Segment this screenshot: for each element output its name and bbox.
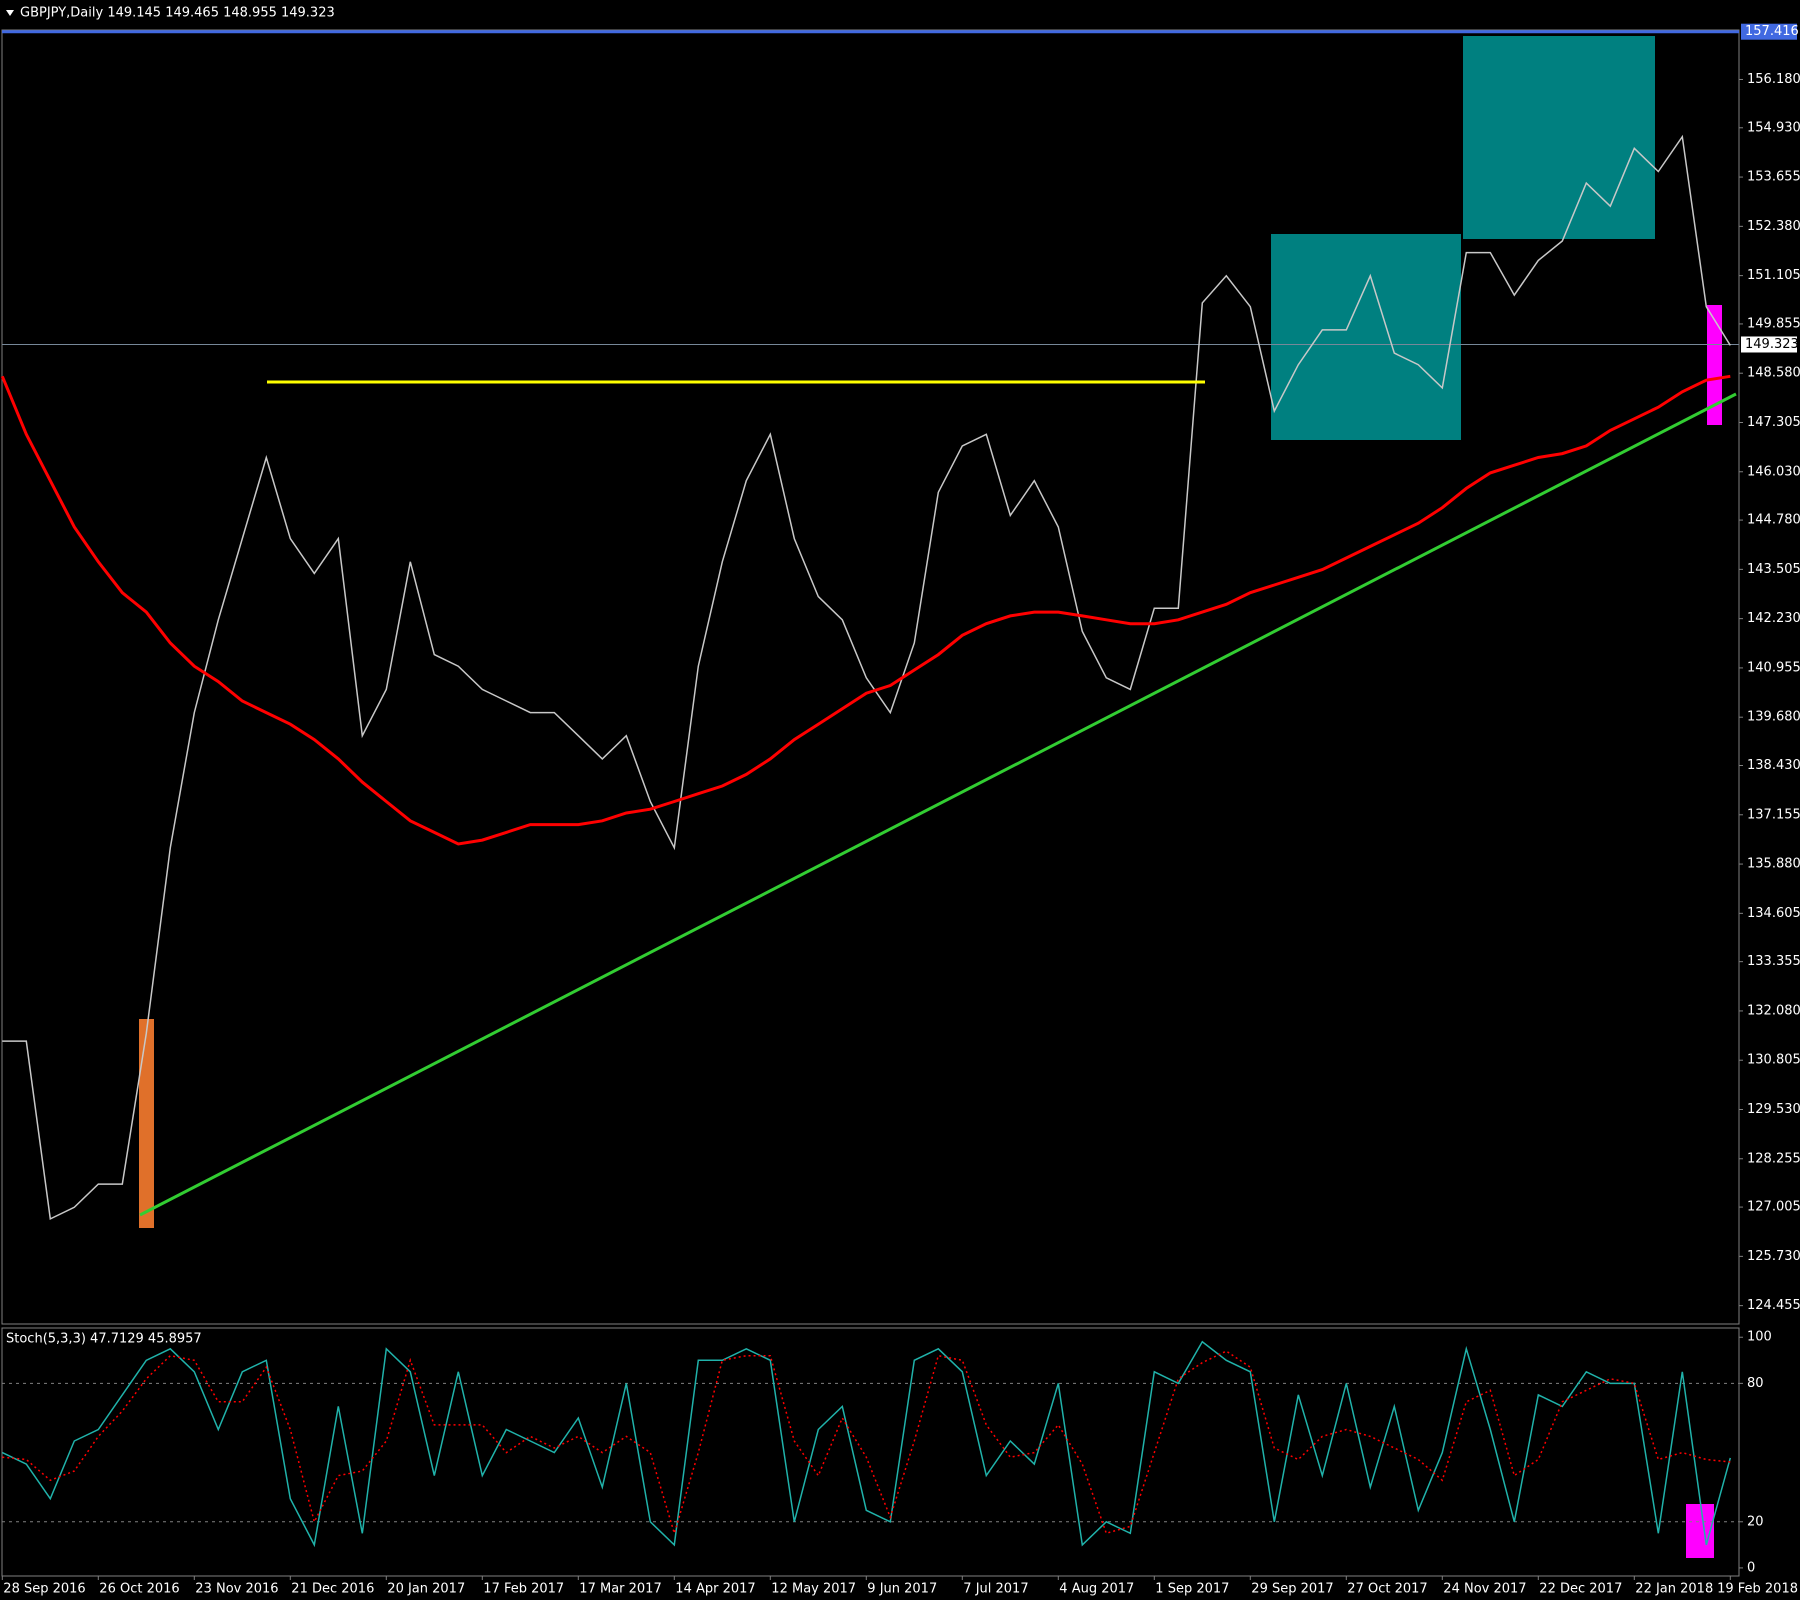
y-tick-label: 0 — [1747, 1560, 1755, 1575]
y-tick-label: 139.680 — [1747, 710, 1800, 725]
y-tick-label: 100 — [1747, 1330, 1772, 1345]
y-tick-label: 149.855 — [1747, 316, 1800, 331]
y-tick-label: 153.655 — [1747, 170, 1800, 185]
y-tick-label: 128.255 — [1747, 1151, 1800, 1166]
y-tick-label: 148.580 — [1747, 366, 1800, 381]
marker-box — [1707, 305, 1722, 425]
trend-line — [139, 392, 1737, 1217]
x-tick-label: 21 Dec 2016 — [291, 1582, 374, 1597]
price-line-series — [2, 134, 1731, 1221]
y-tick-label: 130.805 — [1747, 1053, 1800, 1068]
range-box — [1271, 234, 1461, 440]
price-label-box — [1741, 23, 1797, 40]
moving-average — [0, 374, 1731, 846]
x-tick-label: 29 Sep 2017 — [1251, 1582, 1333, 1597]
y-tick-label: 134.605 — [1747, 906, 1800, 921]
price-panel-frame — [1, 29, 1740, 1325]
y-tick-label: 127.005 — [1747, 1200, 1800, 1215]
plot-area — [0, 30, 1739, 1548]
price-label-box — [1741, 336, 1797, 353]
x-tick-label: 22 Dec 2017 — [1539, 1582, 1622, 1597]
y-tick-label: 140.955 — [1747, 660, 1800, 675]
y-tick-label: 133.355 — [1747, 954, 1800, 969]
y-tick-label: 138.430 — [1747, 758, 1800, 773]
stoch-panel-frame — [1, 1327, 1740, 1577]
chart-title: GBPJPY,Daily 149.145 149.465 148.955 149… — [20, 6, 335, 21]
y-tick-label: 143.505 — [1747, 562, 1800, 577]
y-tick-label: 20 — [1747, 1514, 1764, 1529]
x-tick-label: 7 Jul 2017 — [963, 1582, 1028, 1597]
y-tick-label: 151.105 — [1747, 268, 1800, 283]
y-tick-label: 144.780 — [1747, 513, 1800, 528]
x-tick-label: 24 Nov 2017 — [1443, 1582, 1526, 1597]
indicator-title: Stoch(5,3,3) 47.7129 45.8957 — [6, 1332, 202, 1347]
stoch-signal — [2, 1350, 1731, 1536]
price-label: 149.323 — [1745, 337, 1799, 352]
y-tick-label: 124.455 — [1747, 1298, 1800, 1313]
x-tick-label: 9 Jun 2017 — [867, 1582, 937, 1597]
y-tick-label: 154.930 — [1747, 120, 1800, 135]
menu-arrow[interactable] — [6, 10, 14, 16]
x-tick-label: 22 Jan 2018 — [1635, 1582, 1713, 1597]
x-tick-label: 14 Apr 2017 — [675, 1582, 755, 1597]
y-tick-label: 146.030 — [1747, 464, 1800, 479]
x-tick-label: 4 Aug 2017 — [1059, 1582, 1134, 1597]
y-tick-label: 80 — [1747, 1376, 1764, 1391]
y-tick-label: 129.530 — [1747, 1102, 1800, 1117]
y-tick-label: 152.380 — [1747, 219, 1800, 234]
y-tick-label: 132.080 — [1747, 1003, 1800, 1018]
x-tick-label: 28 Sep 2016 — [3, 1582, 85, 1597]
y-tick-label: 142.230 — [1747, 611, 1800, 626]
y-tick-label: 147.305 — [1747, 415, 1800, 430]
range-box — [1463, 36, 1655, 239]
y-tick-label: 135.880 — [1747, 857, 1800, 872]
x-tick-label: 17 Mar 2017 — [579, 1582, 661, 1597]
y-tick-label: 137.155 — [1747, 807, 1800, 822]
x-tick-label: 26 Oct 2016 — [99, 1582, 179, 1597]
price-label: 157.416 — [1745, 24, 1799, 39]
y-tick-label: 156.180 — [1747, 72, 1800, 87]
x-tick-label: 27 Oct 2017 — [1347, 1582, 1427, 1597]
x-tick-label: 12 May 2017 — [771, 1582, 856, 1597]
x-tick-label: 1 Sep 2017 — [1155, 1582, 1229, 1597]
y-tick-label: 125.730 — [1747, 1249, 1800, 1264]
x-tick-label: 17 Feb 2017 — [483, 1582, 564, 1597]
marker-box — [139, 1019, 154, 1228]
x-tick-label: 20 Jan 2017 — [387, 1582, 465, 1597]
x-tick-label: 23 Nov 2016 — [195, 1582, 278, 1597]
marker-box — [1686, 1504, 1714, 1558]
x-tick-label: 19 Feb 2018 — [1717, 1582, 1798, 1597]
stoch-main — [1, 1340, 1732, 1548]
